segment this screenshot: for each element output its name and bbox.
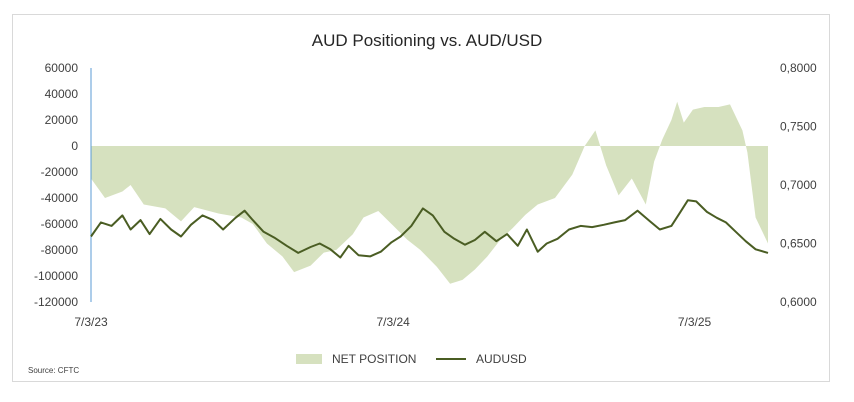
left-tick-label: -40000 [41,191,79,205]
left-tick-label: -60000 [41,217,79,231]
x-axis-ticks: 7/3/23 7/3/24 7/3/25 [74,315,711,329]
right-tick-label: 0,6000 [780,295,817,309]
x-tick-label: 7/3/23 [74,315,108,329]
x-tick-label: 7/3/24 [376,315,410,329]
right-axis-ticks: 0,8000 0,7500 0,7000 0,6500 0,6000 [780,61,817,309]
right-tick-label: 0,6500 [780,237,817,251]
right-tick-label: 0,7000 [780,178,817,192]
left-tick-label: 20000 [45,113,79,127]
audusd-line [90,199,769,259]
right-tick-label: 0,8000 [780,61,817,75]
net-position-area-layer [91,101,768,284]
left-tick-label: 0 [71,139,78,153]
legend-swatch-line [436,358,466,360]
left-tick-label: 40000 [45,87,79,101]
x-tick-label: 7/3/25 [678,315,712,329]
right-tick-label: 0,7500 [780,120,817,134]
left-tick-label: -80000 [41,243,79,257]
left-tick-label: -20000 [41,165,79,179]
chart-title: AUD Positioning vs. AUD/USD [311,31,543,50]
legend-item-audusd: AUDUSD [436,352,527,366]
left-tick-label: -100000 [34,269,78,283]
left-tick-label: 60000 [45,61,79,75]
net-position-area [91,101,768,284]
audusd-line-layer [90,199,769,259]
legend-label-audusd: AUDUSD [476,352,527,366]
legend: NET POSITION AUDUSD [0,352,854,372]
legend-label-net-position: NET POSITION [332,352,417,366]
legend-swatch-area [296,354,322,364]
left-axis-ticks: 60000 40000 20000 0 -20000 -40000 -60000 -80000… [34,61,78,309]
left-tick-label: -120000 [34,295,78,309]
source-note: Source: CFTC [28,366,80,375]
legend-item-net-position: NET POSITION [296,352,416,366]
